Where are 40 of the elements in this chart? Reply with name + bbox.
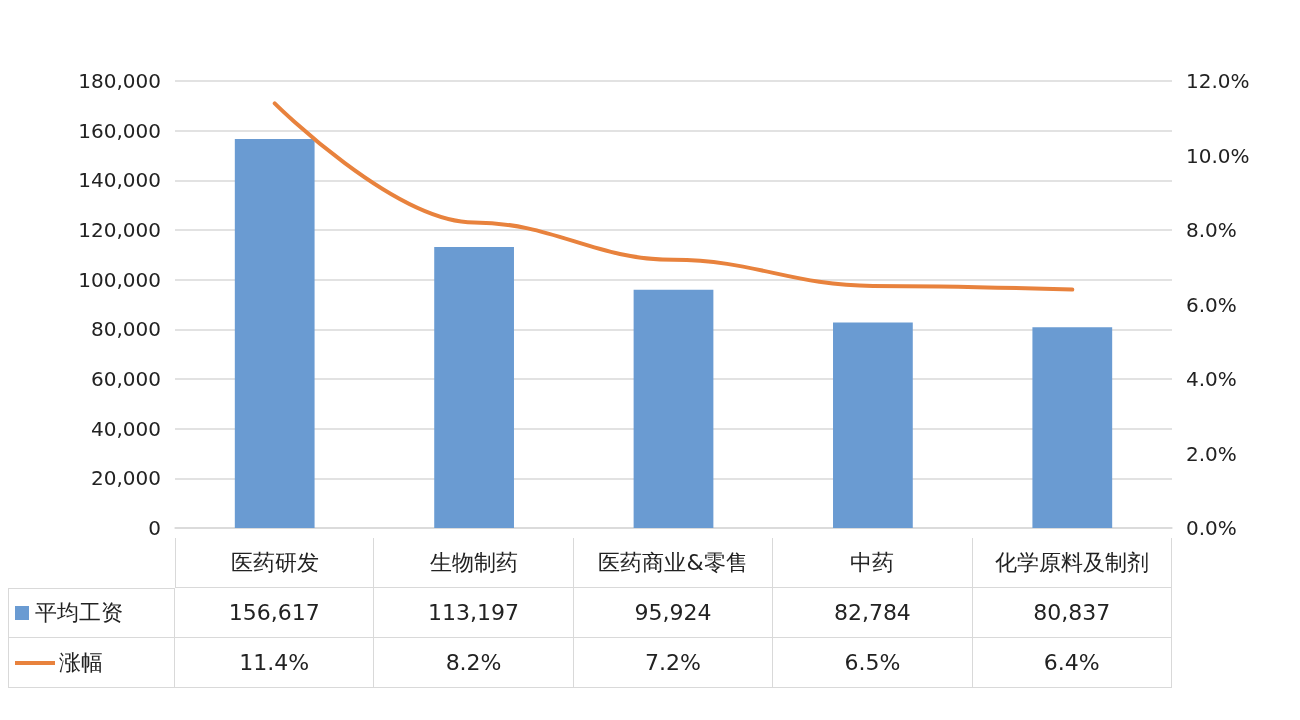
y2-tick-label: 8.0% xyxy=(1186,218,1237,242)
data-label: 113,197 xyxy=(374,588,574,638)
data-label: 6.5% xyxy=(773,638,973,688)
legend-label: 平均工资 xyxy=(8,588,175,638)
bar xyxy=(434,246,514,528)
data-label: 7.2% xyxy=(573,638,774,688)
y-tick-label: 100,000 xyxy=(78,267,161,292)
y-tick-label: 60,000 xyxy=(91,367,161,391)
legend-label: 涨幅 xyxy=(8,638,175,688)
bar xyxy=(234,139,315,528)
y-tick-label: 80,000 xyxy=(91,317,161,342)
y2-tick-label: 4.0% xyxy=(1186,367,1237,391)
data-label: 80,837 xyxy=(972,588,1172,638)
y2-tick-label: 10.0% xyxy=(1186,143,1250,168)
bar xyxy=(1032,327,1113,528)
data-label: 156,617 xyxy=(175,588,375,638)
y-tick-label: 0 xyxy=(148,516,161,540)
x-tick-label: 生物制药 xyxy=(374,538,574,588)
y-tick-label: 20,000 xyxy=(91,466,161,491)
data-label: 82,784 xyxy=(773,588,973,638)
data-label: 95,924 xyxy=(573,588,774,638)
data-label: 6.4% xyxy=(972,638,1172,688)
y2-tick-label: 2.0% xyxy=(1186,441,1237,466)
y2-tick-label: 12.0% xyxy=(1186,69,1250,93)
y-tick-label: 120,000 xyxy=(78,218,161,242)
y-tick-label: 160,000 xyxy=(78,118,161,143)
bar xyxy=(633,289,714,528)
y2-tick-label: 0.0% xyxy=(1186,516,1237,540)
x-tick-label: 医药商业&零售 xyxy=(573,538,774,588)
x-tick-label: 化学原料及制剂 xyxy=(972,538,1172,588)
y-tick-label: 180,000 xyxy=(78,69,161,93)
data-label: 8.2% xyxy=(374,638,574,688)
line-series xyxy=(272,101,1075,292)
y-tick-label: 140,000 xyxy=(78,168,161,193)
x-tick-label: 医药研发 xyxy=(175,538,375,588)
bar xyxy=(833,322,913,528)
y-tick-label: 40,000 xyxy=(91,416,161,441)
x-tick-label: 中药 xyxy=(773,538,973,588)
data-label: 11.4% xyxy=(175,638,375,688)
y2-tick-label: 6.0% xyxy=(1186,292,1237,317)
